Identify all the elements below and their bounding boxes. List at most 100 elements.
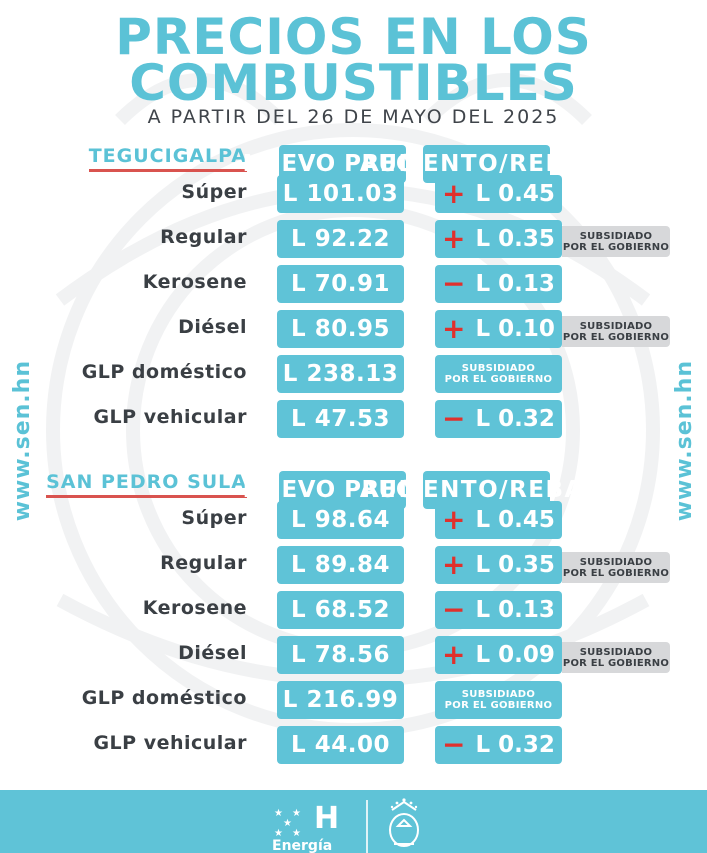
price-row: Diésel L 80.95 + L 0.10 SUBSIDIADO POR EL GOB… — [0, 310, 707, 348]
subsidy-note: SUBSIDIADO POR EL GOBIERNO — [562, 552, 670, 583]
minus-icon: − — [442, 593, 466, 626]
change-badge: SUBSIDIADO POR EL GOBIERNO — [435, 681, 562, 719]
change-value: L 0.45 — [475, 181, 555, 207]
plus-icon: + — [442, 312, 466, 345]
price-row: Regular L 92.22 + L 0.35 SUBSIDIADO POR EL GO… — [0, 220, 707, 258]
fuel-name: GLP vehicular — [93, 732, 247, 754]
price-badge: L 80.95 — [277, 310, 404, 348]
change-badge: + L 0.45 — [435, 501, 562, 539]
change-badge: SUBSIDIADO POR EL GOBIERNO — [435, 355, 562, 393]
change-badge: + L 0.09 — [435, 636, 562, 674]
svg-text:★: ★ — [274, 808, 283, 819]
svg-text:★: ★ — [292, 808, 301, 819]
footer-divider — [366, 800, 368, 853]
plus-icon: + — [442, 177, 466, 210]
plus-icon: + — [442, 638, 466, 671]
subsidy-line1: SUBSIDIADO — [461, 689, 536, 700]
change-badge: + L 0.10 — [435, 310, 562, 348]
price-badge: L 78.56 — [277, 636, 404, 674]
fuel-name: Súper — [181, 507, 247, 529]
change-value: L 0.09 — [475, 642, 555, 668]
fuel-name: Kerosene — [142, 271, 247, 293]
brand-label: Energía — [272, 838, 333, 853]
fuel-name: GLP doméstico — [81, 687, 247, 709]
fuel-name: GLP vehicular — [93, 406, 247, 428]
minus-icon: − — [442, 267, 466, 300]
plus-icon: + — [442, 222, 466, 255]
minus-icon: − — [442, 402, 466, 435]
price-row: Kerosene L 70.91 − L 0.13 — [0, 265, 707, 303]
price-badge: L 216.99 — [277, 681, 404, 719]
change-badge: + L 0.35 — [435, 220, 562, 258]
price-row: Diésel L 78.56 + L 0.09 SUBSIDIADO POR EL GOB… — [0, 636, 707, 674]
change-badge: + L 0.45 — [435, 175, 562, 213]
price-row: GLP vehicular L 44.00 − L 0.32 — [0, 726, 707, 764]
coat-of-arms-icon — [389, 798, 419, 847]
change-value: L 0.13 — [475, 597, 555, 623]
price-row: Súper L 98.64 + L 0.45 — [0, 501, 707, 539]
subsidy-line2: POR EL GOBIERNO — [444, 700, 553, 711]
price-badge: L 92.22 — [277, 220, 404, 258]
change-badge: + L 0.35 — [435, 546, 562, 584]
page-subtitle: A PARTIR DEL 26 DE MAYO DEL 2025 — [147, 106, 560, 128]
plus-icon: + — [442, 548, 466, 581]
fuel-name: Regular — [160, 552, 247, 574]
subsidy-note: SUBSIDIADO POR EL GOBIERNO — [562, 316, 670, 347]
svg-text:★: ★ — [292, 828, 301, 836]
fuel-name: Regular — [160, 226, 247, 248]
change-value: L 0.32 — [475, 406, 555, 432]
change-badge: − L 0.13 — [435, 591, 562, 629]
page-title-line1: PRECIOS EN LOS — [115, 8, 592, 66]
minus-icon: − — [442, 728, 466, 761]
subsidy-note-line1: SUBSIDIADO — [579, 230, 653, 242]
change-value: L 0.35 — [475, 552, 555, 578]
price-row: Kerosene L 68.52 − L 0.13 — [0, 591, 707, 629]
subsidy-note-line1: SUBSIDIADO — [579, 556, 653, 568]
fuel-name: GLP doméstico — [81, 361, 247, 383]
change-value: L 0.35 — [475, 226, 555, 252]
price-badge: L 47.53 — [277, 400, 404, 438]
subsidy-note-line2: POR EL GOBIERNO — [562, 241, 670, 253]
price-row: Súper L 101.03 + L 0.45 — [0, 175, 707, 213]
brand-letter: H — [314, 801, 340, 836]
svg-text:★: ★ — [274, 828, 283, 836]
subsidy-note-line2: POR EL GOBIERNO — [562, 657, 670, 669]
change-value: L 0.32 — [475, 732, 555, 758]
energia-logo: ★ ★ ★ ★ ★ H Energía — [272, 801, 352, 853]
price-badge: L 238.13 — [277, 355, 404, 393]
change-badge: − L 0.13 — [435, 265, 562, 303]
price-badge: L 70.91 — [277, 265, 404, 303]
price-row: GLP doméstico L 216.99 SUBSIDIADO POR EL GO… — [0, 681, 707, 719]
city-heading: TEGUCIGALPA — [88, 145, 247, 172]
change-badge: − L 0.32 — [435, 400, 562, 438]
price-row: GLP doméstico L 238.13 SUBSIDIADO POR EL GO… — [0, 355, 707, 393]
change-value: L 0.10 — [475, 316, 555, 342]
price-row: Regular L 89.84 + L 0.35 SUBSIDIADO POR EL GO… — [0, 546, 707, 584]
price-badge: L 98.64 — [277, 501, 404, 539]
fuel-name: Kerosene — [142, 597, 247, 619]
city-heading: SAN PEDRO SULA — [46, 471, 247, 498]
footer-bar: ★ ★ ★ ★ ★ H Energía — [0, 790, 707, 853]
subsidy-line2: POR EL GOBIERNO — [444, 374, 553, 385]
subsidy-note-line1: SUBSIDIADO — [579, 320, 653, 332]
subsidy-note-line2: POR EL GOBIERNO — [562, 567, 670, 579]
price-badge: L 68.52 — [277, 591, 404, 629]
plus-icon: + — [442, 503, 466, 536]
fuel-name: Diésel — [178, 642, 247, 664]
subsidy-note: SUBSIDIADO POR EL GOBIERNO — [562, 226, 670, 257]
fuel-name: Súper — [181, 181, 247, 203]
price-badge: L 44.00 — [277, 726, 404, 764]
change-badge: − L 0.32 — [435, 726, 562, 764]
stars-icon: ★ ★ ★ ★ ★ — [274, 808, 301, 836]
svg-text:★: ★ — [283, 818, 292, 829]
subsidy-note: SUBSIDIADO POR EL GOBIERNO — [562, 642, 670, 673]
subsidy-note-line2: POR EL GOBIERNO — [562, 331, 670, 343]
subsidy-note-line1: SUBSIDIADO — [579, 646, 653, 658]
price-badge: L 89.84 — [277, 546, 404, 584]
price-badge: L 101.03 — [277, 175, 404, 213]
subsidy-line1: SUBSIDIADO — [461, 363, 536, 374]
page-title-line2: COMBUSTIBLES — [129, 54, 578, 112]
change-value: L 0.13 — [475, 271, 555, 297]
change-value: L 0.45 — [475, 507, 555, 533]
price-row: GLP vehicular L 47.53 − L 0.32 — [0, 400, 707, 438]
